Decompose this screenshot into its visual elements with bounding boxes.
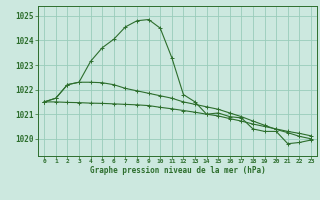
X-axis label: Graphe pression niveau de la mer (hPa): Graphe pression niveau de la mer (hPa) bbox=[90, 166, 266, 175]
